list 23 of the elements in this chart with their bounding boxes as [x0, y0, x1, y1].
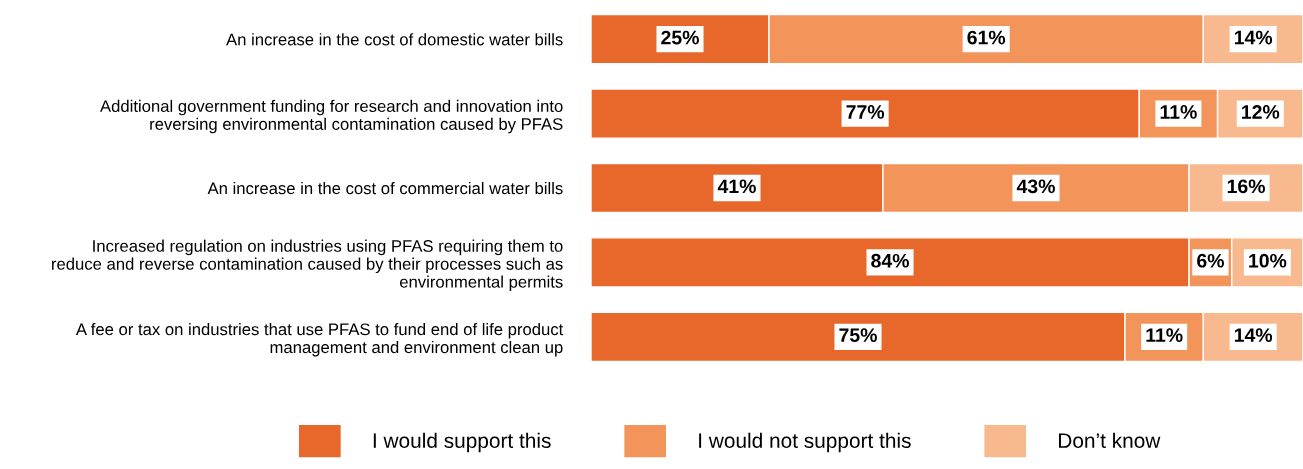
data-label: 14%	[1234, 328, 1273, 342]
data-label: 14%	[1234, 30, 1273, 45]
data-label: 10%	[1249, 253, 1287, 268]
legend-label: I would support this	[373, 432, 551, 453]
data-label: 16%	[1227, 179, 1265, 194]
y-tick-label: An increase in the cost of domestic water bills	[226, 33, 563, 46]
data-label: 11%	[1160, 105, 1197, 119]
data-label: 41%	[717, 179, 756, 194]
y-tick-label: An increase in the cost of commercial water bills	[207, 181, 563, 195]
data-label: 77%	[846, 105, 885, 119]
data-label: 75%	[839, 328, 877, 343]
data-label: 43%	[1016, 179, 1055, 194]
data-label: 11%	[1146, 328, 1183, 342]
data-label: 12%	[1242, 105, 1280, 119]
y-tick-label: A fee or tax on industries that use PFAS to fund end of life product management and environment clean up	[75, 322, 564, 357]
data-label: 84%	[871, 253, 909, 268]
legend-label: I would not support this	[699, 432, 911, 453]
y-tick-label: Additional government funding for research and innovation into reversing environmental contamination caused by PFAS	[100, 99, 563, 134]
data-label: 6%	[1197, 253, 1224, 268]
data-label: 61%	[967, 30, 1006, 45]
data-label: 25%	[661, 30, 699, 45]
y-tick-label: Increased regulation on industries using PFAS requiring them to reduce and reverse contamination caused by their processes such as environmental permits	[52, 239, 563, 292]
legend-label: Don’t know	[1059, 432, 1161, 449]
